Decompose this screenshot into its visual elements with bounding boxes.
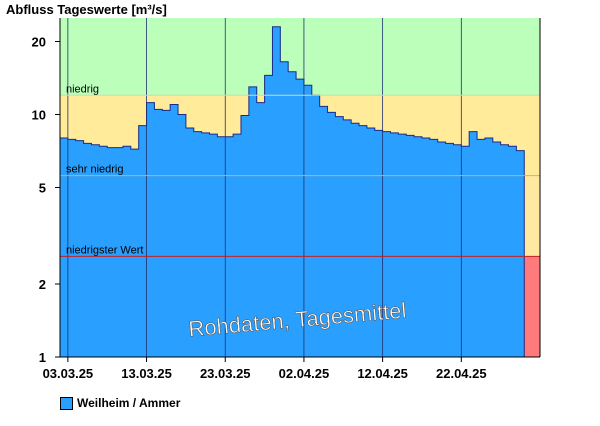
threshold-label-0: niedrig	[66, 83, 99, 95]
legend: Weilheim / Ammer	[60, 396, 180, 410]
y-axis-ticks: 1 2 5 10 20	[32, 35, 60, 365]
vertical-gridlines	[67, 18, 462, 357]
y-tick-label: 5	[39, 181, 46, 196]
x-axis-ticks: 03.03.25 13.03.25 23.03.25 02.04.25 12.04.25…	[43, 357, 487, 381]
y-tick-label: 1	[39, 350, 46, 365]
x-tick-label: 12.04.25	[357, 366, 408, 381]
y-tick-label: 10	[32, 108, 46, 123]
y-tick-label: 2	[39, 277, 46, 292]
threshold-label-1: sehr niedrig	[66, 164, 123, 176]
x-tick-label: 23.03.25	[200, 366, 251, 381]
x-tick-label: 02.04.25	[279, 366, 330, 381]
legend-label-weilheim: Weilheim / Ammer	[77, 396, 181, 410]
threshold-lines: niedrig sehr niedrig niedrigster Wert	[60, 83, 540, 257]
threshold-label-2: niedrigster Wert	[66, 244, 143, 256]
x-tick-label: 03.03.25	[43, 366, 94, 381]
chart-title: Abfluss Tageswerte [m³/s]	[6, 2, 167, 17]
x-tick-label: 22.04.25	[436, 366, 487, 381]
discharge-area	[59, 26, 525, 358]
discharge-area-path	[59, 26, 525, 358]
legend-swatch	[60, 396, 73, 410]
x-tick-label: 13.03.25	[121, 366, 172, 381]
y-tick-label: 20	[32, 35, 46, 50]
